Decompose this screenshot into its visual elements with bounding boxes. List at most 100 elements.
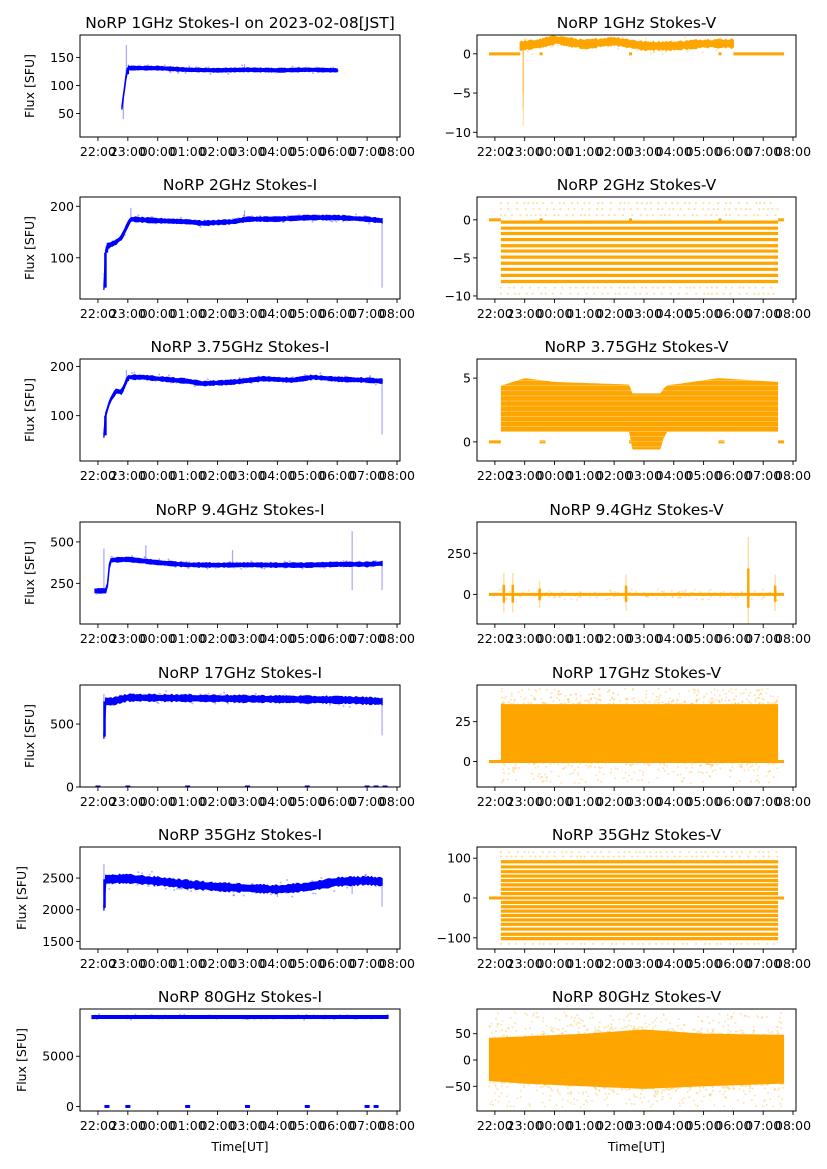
- y-tick-label: 25: [455, 714, 471, 729]
- data-point: [753, 214, 756, 217]
- data-point: [672, 699, 675, 702]
- data-point: [334, 67, 337, 70]
- data-point: [260, 884, 263, 887]
- data-point: [573, 1017, 576, 1020]
- data-point: [769, 1097, 772, 1100]
- data-point: [534, 45, 537, 48]
- data-point: [224, 700, 227, 703]
- data-point: [672, 1029, 675, 1032]
- data-point: [664, 50, 667, 53]
- data-point: [282, 220, 285, 223]
- data-point: [549, 942, 552, 945]
- y-tick-label: −5: [453, 86, 471, 101]
- data-point: [264, 215, 267, 218]
- data-point: [374, 560, 377, 563]
- data-point: [573, 1103, 576, 1106]
- data-point: [540, 292, 543, 295]
- data-point: [695, 1091, 698, 1094]
- data-point: [567, 701, 570, 704]
- x-tick-label: 05:00: [289, 631, 325, 646]
- data-point: [712, 1019, 715, 1022]
- data-point: [540, 775, 543, 778]
- data-point: [715, 286, 718, 289]
- data-point: [184, 693, 187, 696]
- data-point: [371, 561, 374, 564]
- data-point: [755, 593, 758, 596]
- data-point: [722, 1025, 725, 1028]
- data-point: [603, 1098, 606, 1101]
- data-point: [240, 567, 243, 570]
- data-point: [531, 1020, 534, 1023]
- data-point: [728, 690, 731, 693]
- data-point: [560, 1032, 563, 1035]
- data-point: [678, 692, 681, 695]
- data-point: [655, 851, 658, 854]
- data-point: [608, 597, 611, 600]
- data-point: [622, 777, 625, 780]
- data-point: [510, 855, 513, 858]
- data-point: [532, 777, 535, 780]
- data-point: [300, 216, 303, 219]
- data-point: [224, 694, 227, 697]
- x-tick-label: 02:00: [200, 144, 236, 159]
- data-point: [386, 1013, 389, 1016]
- data-point: [554, 1017, 557, 1020]
- x-tick-label: 05:00: [686, 631, 722, 646]
- data-point: [138, 696, 141, 699]
- data-point: [628, 591, 631, 594]
- data-point: [175, 564, 178, 567]
- data-point: [716, 1032, 719, 1035]
- data-point: [741, 763, 744, 766]
- data-point: [368, 376, 371, 379]
- data-point: [652, 1087, 655, 1090]
- data-point: [263, 567, 266, 570]
- x-tick-label: 23:00: [507, 306, 543, 321]
- data-point: [765, 760, 768, 763]
- data-point: [143, 557, 146, 560]
- data-point: [746, 942, 749, 945]
- data-point: [662, 1089, 665, 1092]
- data-point: [304, 373, 307, 376]
- data-point: [199, 225, 202, 228]
- data-point: [329, 561, 332, 564]
- data-point: [713, 693, 716, 696]
- data-point: [364, 697, 367, 700]
- x-tick-label: 06:00: [319, 956, 355, 971]
- data-point: [761, 1083, 764, 1086]
- data-point: [238, 376, 241, 379]
- data-point: [724, 43, 727, 46]
- data-point: [176, 693, 179, 696]
- data-point: [711, 770, 714, 773]
- x-tick-label: 04:00: [259, 956, 295, 971]
- data-point: [616, 768, 619, 771]
- data-point: [345, 560, 348, 563]
- axes-frame: [79, 1008, 401, 1112]
- plot-area: [103, 369, 383, 438]
- data-point: [670, 700, 673, 703]
- data-point: [767, 1091, 770, 1094]
- data-point: [113, 241, 116, 244]
- data-point: [768, 770, 771, 773]
- data-point: [553, 851, 556, 854]
- data-point: [178, 563, 181, 566]
- data-point: [758, 703, 761, 706]
- data-point: [616, 1092, 619, 1095]
- data-point: [583, 1031, 586, 1034]
- data-point: [173, 564, 176, 567]
- data-point: [309, 1017, 312, 1020]
- data-point: [94, 1014, 97, 1017]
- panel-right-2: −10−5022:0023:0000:0001:0002:0003:0004:0…: [445, 176, 811, 321]
- data-point: [158, 692, 161, 695]
- data-point: [649, 52, 652, 55]
- data-point: [242, 894, 245, 897]
- data-point: [592, 286, 595, 289]
- data-point: [290, 379, 293, 382]
- data-point: [145, 698, 148, 701]
- data-point: [369, 703, 372, 706]
- data-point: [761, 1015, 764, 1018]
- data-point: [168, 699, 171, 702]
- data-point: [758, 693, 761, 696]
- data-point: [680, 702, 683, 705]
- data-point: [682, 1024, 685, 1027]
- data-point: [326, 882, 329, 885]
